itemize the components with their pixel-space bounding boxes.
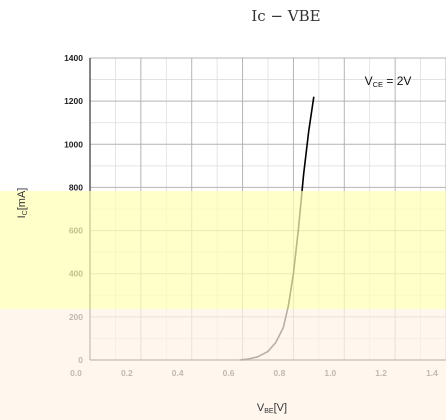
x-axis-label: VBE[V] xyxy=(257,402,287,415)
y-axis-label: IC[mA] xyxy=(16,188,29,219)
annotation-value: = 2V xyxy=(383,74,411,88)
x-axis-label-unit: [V] xyxy=(274,402,287,414)
y-tick-label: 1200 xyxy=(64,96,83,106)
x-axis-label-main: V xyxy=(257,402,265,414)
annotation-subscript: CE xyxy=(373,80,383,89)
annotation-main: V xyxy=(365,74,373,88)
highlight-band-lower xyxy=(0,309,446,420)
chart-title: Ic − VBE xyxy=(251,7,320,25)
y-axis-label-unit: [mA] xyxy=(16,188,28,211)
y-tick-label: 800 xyxy=(69,182,83,192)
highlight-band-upper xyxy=(0,191,446,309)
y-axis-label-main: I xyxy=(16,215,28,218)
y-tick-label: 1000 xyxy=(64,139,83,149)
x-axis-label-subscript: BE xyxy=(264,408,274,415)
y-axis-label-subscript: C xyxy=(22,210,29,215)
vce-annotation: VCE = 2V xyxy=(365,74,412,89)
y-tick-label: 1400 xyxy=(64,53,83,63)
